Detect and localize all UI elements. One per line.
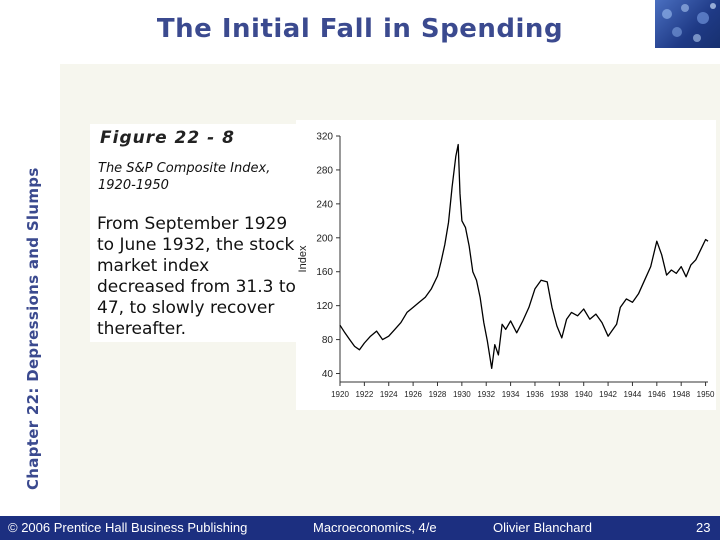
footer-copyright: © 2006 Prentice Hall Business Publishing — [8, 520, 248, 535]
x-tick-label: 1946 — [648, 390, 666, 399]
chart-background — [296, 120, 716, 410]
chapter-side-label: Chapter 22: Depressions and Slumps — [24, 167, 42, 490]
y-tick-label: 320 — [316, 132, 333, 143]
y-axis-label: Index — [297, 245, 309, 272]
x-tick-label: 1926 — [404, 390, 422, 399]
footer-page-number: 23 — [696, 520, 711, 535]
series-line-1 — [339, 143, 709, 370]
y-tick-label: 240 — [316, 199, 333, 210]
x-tick-label: 1920 — [331, 390, 349, 399]
y-tick-label: 200 — [316, 233, 333, 244]
figure-caption-box — [90, 124, 296, 342]
footer-author: Olivier Blanchard — [493, 520, 592, 535]
x-tick-label: 1932 — [477, 390, 495, 399]
footer-bar: © 2006 Prentice Hall Business Publishing… — [0, 516, 720, 540]
x-tick-label: 1924 — [380, 390, 398, 399]
y-tick-label: 40 — [322, 369, 334, 380]
figure-label: Figure 22 - 8 — [100, 128, 235, 148]
x-tick-label: 1938 — [550, 390, 568, 399]
x-tick-label: 1934 — [502, 390, 520, 399]
x-tick-label: 1950 — [697, 390, 715, 399]
x-tick-label: 1930 — [453, 390, 471, 399]
y-tick-label: 160 — [316, 267, 333, 278]
x-tick-label: 1922 — [355, 390, 373, 399]
x-tick-label: 1948 — [672, 390, 690, 399]
publisher-logo-icon — [655, 0, 720, 48]
y-tick-label: 80 — [322, 335, 334, 346]
x-tick-label: 1940 — [575, 390, 593, 399]
x-tick-label: 1944 — [624, 390, 642, 399]
y-tick-label: 280 — [316, 165, 333, 176]
x-tick-label: 1928 — [429, 390, 447, 399]
x-axis-ticks: 1920 1922 1924 1926 1928 1930 1932 1934 1936 1938… — [331, 382, 715, 399]
y-axis-ticks: 40 80 120 160 200 240 280 320 — [316, 132, 340, 380]
footer-book-title: Macroeconomics, 4/e — [313, 520, 437, 535]
slide-title: The Initial Fall in Spending — [156, 14, 564, 44]
x-tick-label: 1942 — [599, 390, 617, 399]
series-group — [339, 143, 709, 370]
figure-subtitle: The S&P Composite Index, 1920-1950 — [98, 161, 271, 193]
x-tick-label: 1936 — [526, 390, 544, 399]
y-tick-label: 120 — [316, 301, 333, 312]
figure-description: From September 1929 to June 1932, the st… — [97, 214, 296, 339]
